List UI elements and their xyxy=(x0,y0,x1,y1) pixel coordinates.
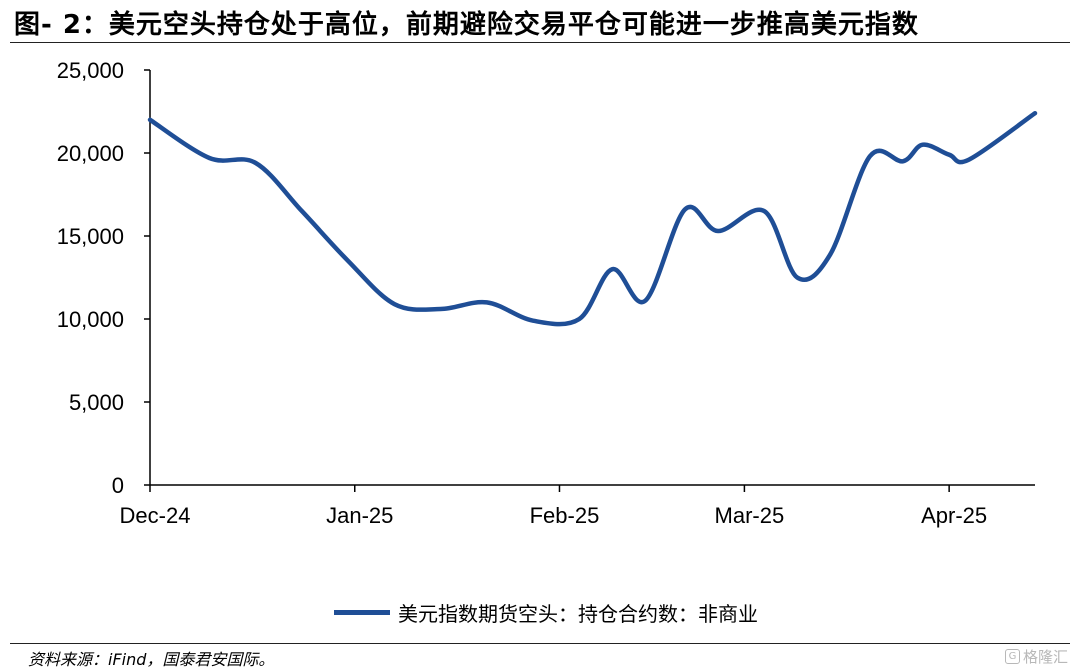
title-divider xyxy=(10,42,1070,43)
y-tick-label: 20,000 xyxy=(57,141,124,166)
x-tick-label: Feb-25 xyxy=(530,503,600,528)
y-tick-label: 25,000 xyxy=(57,58,124,83)
y-tick-label: 5,000 xyxy=(69,390,124,415)
legend-label: 美元指数期货空头：持仓合约数：非商业 xyxy=(398,602,758,626)
watermark-logo-icon: G xyxy=(1004,649,1020,664)
x-tick-label: Dec-24 xyxy=(120,503,191,528)
legend: 美元指数期货空头：持仓合约数：非商业 xyxy=(334,598,758,627)
series-line xyxy=(147,110,1038,327)
chart-title: 图- 2：美元空头持仓处于高位，前期避险交易平仓可能进一步推高美元指数 xyxy=(14,10,919,40)
watermark: G 格隆汇 xyxy=(1004,646,1068,667)
x-tick-label: Mar-25 xyxy=(715,503,785,528)
y-tick-label: 0 xyxy=(112,473,124,498)
x-tick-label: Jan-25 xyxy=(326,503,393,528)
x-tick-label: Apr-25 xyxy=(921,503,987,528)
axes: 0 5,000 10,000 15,000 20,000 25,000 Dec-24 Jan-… xyxy=(57,58,1035,528)
y-tick-label: 15,000 xyxy=(57,224,124,249)
legend-swatch xyxy=(334,610,390,615)
source-note: 资料来源：iFind，国泰君安国际。 xyxy=(28,650,275,669)
watermark-text: 格隆汇 xyxy=(1022,648,1068,666)
y-tick-label: 10,000 xyxy=(57,307,124,332)
plot-area xyxy=(147,110,1038,327)
source-divider xyxy=(10,643,1070,644)
